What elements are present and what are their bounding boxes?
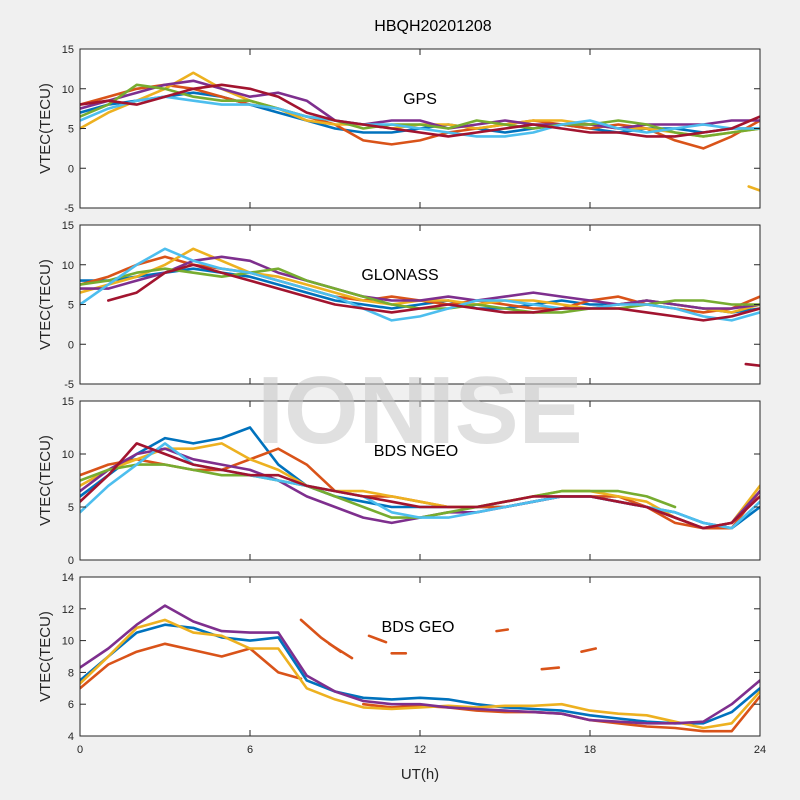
series-line <box>80 623 760 725</box>
y-tick-label: 8 <box>68 667 74 679</box>
series-line <box>80 604 760 725</box>
panel-annotation: GLONASS <box>361 267 438 284</box>
y-axis-label: VTEC(TECU) <box>37 435 54 526</box>
series-line <box>80 83 760 138</box>
series-line <box>580 647 597 653</box>
y-tick-label: 4 <box>68 731 74 743</box>
watermark: IONISE <box>257 357 582 464</box>
y-tick-label: 6 <box>68 699 74 711</box>
y-tick-label: 15 <box>62 396 74 408</box>
y-axis-label: VTEC(TECU) <box>37 83 54 174</box>
x-tick-label: 6 <box>247 744 253 756</box>
y-axis-label: VTEC(TECU) <box>37 259 54 350</box>
series-group <box>80 71 760 192</box>
series-line <box>80 247 760 322</box>
panel-bds-ngeo: 0 5 10 15 VTEC(TECU) BDS NGEO <box>37 396 761 567</box>
y-tick-label: 14 <box>62 572 74 584</box>
series-line <box>744 362 760 367</box>
series-group <box>80 426 760 530</box>
figure-title: HBQH20201208 <box>374 18 492 35</box>
y-tick-label: 10 <box>62 84 74 96</box>
series-group <box>80 247 760 367</box>
plot-area <box>80 401 760 560</box>
series-line <box>80 642 303 690</box>
series-line <box>80 83 760 138</box>
series-line <box>80 95 760 138</box>
y-tick-label: 5 <box>68 300 74 312</box>
series-line <box>747 185 760 192</box>
y-tick-label: 0 <box>68 339 74 351</box>
y-tick-label: 5 <box>68 502 74 514</box>
panel-glonass: -5 0 5 10 15 VTEC(TECU) GLONASS <box>37 220 761 391</box>
series-line <box>540 666 561 671</box>
y-tick-label: -5 <box>64 379 74 391</box>
series-line <box>328 642 354 660</box>
x-tick-label: 18 <box>584 744 596 756</box>
series-line <box>80 618 760 730</box>
y-tick-label: 10 <box>62 636 74 648</box>
x-tick-label: 0 <box>77 744 83 756</box>
y-tick-label: 10 <box>62 260 74 272</box>
y-tick-label: 0 <box>68 555 74 567</box>
x-axis-label: UT(h) <box>401 766 439 783</box>
panel-annotation: BDS NGEO <box>374 443 458 460</box>
series-line <box>107 263 760 322</box>
series-line <box>495 628 510 633</box>
panel-annotation: BDS GEO <box>382 619 455 636</box>
y-tick-label: -5 <box>64 203 74 215</box>
y-axis-label: VTEC(TECU) <box>37 611 54 702</box>
panel-bds-geo: 0 6 12 18 24 4 6 8 10 12 14 VTEC(TECU) BDS GEO <box>37 572 766 756</box>
y-tick-label: 12 <box>62 604 74 616</box>
series-line <box>80 442 760 530</box>
series-line <box>367 634 388 644</box>
y-tick-label: 15 <box>62 44 74 56</box>
x-tick-label: 12 <box>414 744 426 756</box>
y-tick-label: 0 <box>68 163 74 175</box>
y-tick-label: 10 <box>62 449 74 461</box>
series-line <box>80 463 677 519</box>
y-tick-label: 5 <box>68 124 74 136</box>
panel-annotation: GPS <box>403 91 437 108</box>
series-line <box>80 442 760 530</box>
y-tick-label: 15 <box>62 220 74 232</box>
panel-gps: -5 0 5 10 15 VTEC(TECU) GPS <box>37 44 761 215</box>
series-group <box>80 604 760 733</box>
plot-area <box>80 577 760 736</box>
x-tick-label: 24 <box>754 744 766 756</box>
